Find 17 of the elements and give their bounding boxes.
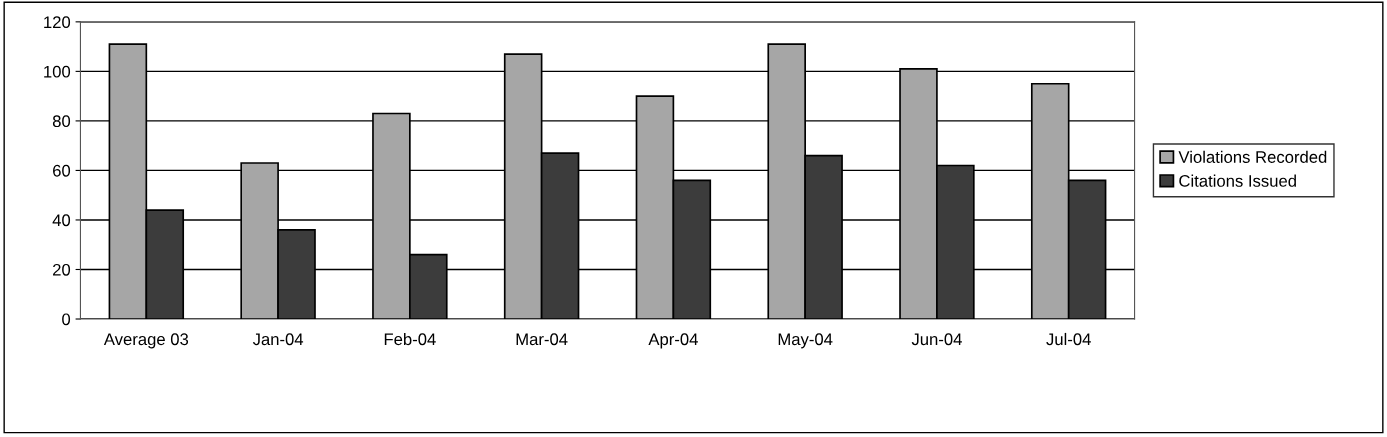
- legend-label: Citations Issued: [1179, 174, 1296, 187]
- x-tick-label: Feb-04: [384, 332, 436, 346]
- y-tick-label: 100: [44, 65, 71, 78]
- x-tick-label: Apr-04: [648, 333, 698, 349]
- x-tick-label: Jun-04: [911, 333, 962, 346]
- x-tick-label: Jan-04: [252, 333, 304, 346]
- y-tick-label: 40: [52, 214, 71, 227]
- legend-label: Violations Recorded: [1178, 150, 1327, 163]
- x-tick-label: May-04: [778, 333, 833, 349]
- x-tick-label: Mar-04: [516, 333, 568, 346]
- y-tick-label: 80: [52, 115, 71, 128]
- y-tick-label: 20: [53, 263, 71, 276]
- y-tick-label: 60: [53, 164, 71, 177]
- x-tick-label: Average 03: [103, 333, 189, 349]
- y-tick-label: 0: [62, 313, 71, 326]
- y-tick-label: 120: [44, 16, 71, 29]
- x-tick-label: Jul-04: [1046, 332, 1091, 346]
